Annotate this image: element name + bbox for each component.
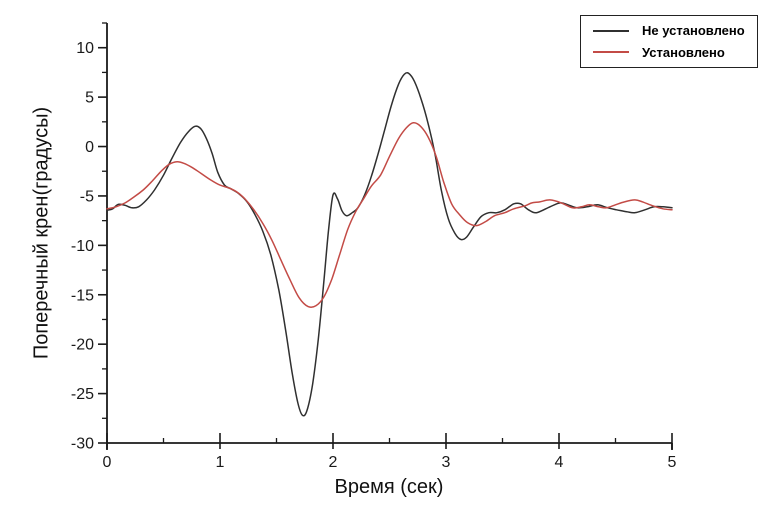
x-axis-title: Время (сек) (334, 476, 444, 498)
y-tick-label: -15 (71, 287, 94, 304)
legend: Не установлено Установлено (580, 15, 758, 68)
y-axis-title: Поперечный крен(градусы) (30, 106, 53, 360)
series-swatch-not-installed (593, 29, 629, 32)
y-tick-label: 0 (85, 139, 94, 156)
y-tick-label: -20 (71, 337, 94, 354)
x-tick-label: 0 (103, 454, 112, 471)
y-tick-label: -10 (71, 238, 94, 255)
legend-label-installed: Установлено (642, 44, 725, 60)
x-tick-label: 4 (555, 454, 564, 471)
legend-entry-not-installed: Не установлено (593, 23, 751, 38)
y-tick-label: 5 (85, 90, 94, 107)
legend-entry-installed: Установлено (593, 45, 751, 60)
x-tick-label: 3 (442, 454, 451, 471)
legend-label-not-installed: Не установлено (642, 23, 745, 39)
x-tick-label: 5 (668, 454, 677, 471)
series-swatch-installed (593, 51, 629, 54)
series-line-0 (106, 71, 673, 417)
x-tick-label: 1 (216, 454, 225, 471)
y-tick-label: -5 (80, 188, 94, 205)
x-tick-label: 2 (329, 454, 338, 471)
y-tick-label: 10 (76, 40, 94, 57)
y-tick-label: -30 (71, 436, 94, 453)
series-line-1 (106, 121, 673, 309)
y-tick-label: -25 (71, 386, 94, 403)
